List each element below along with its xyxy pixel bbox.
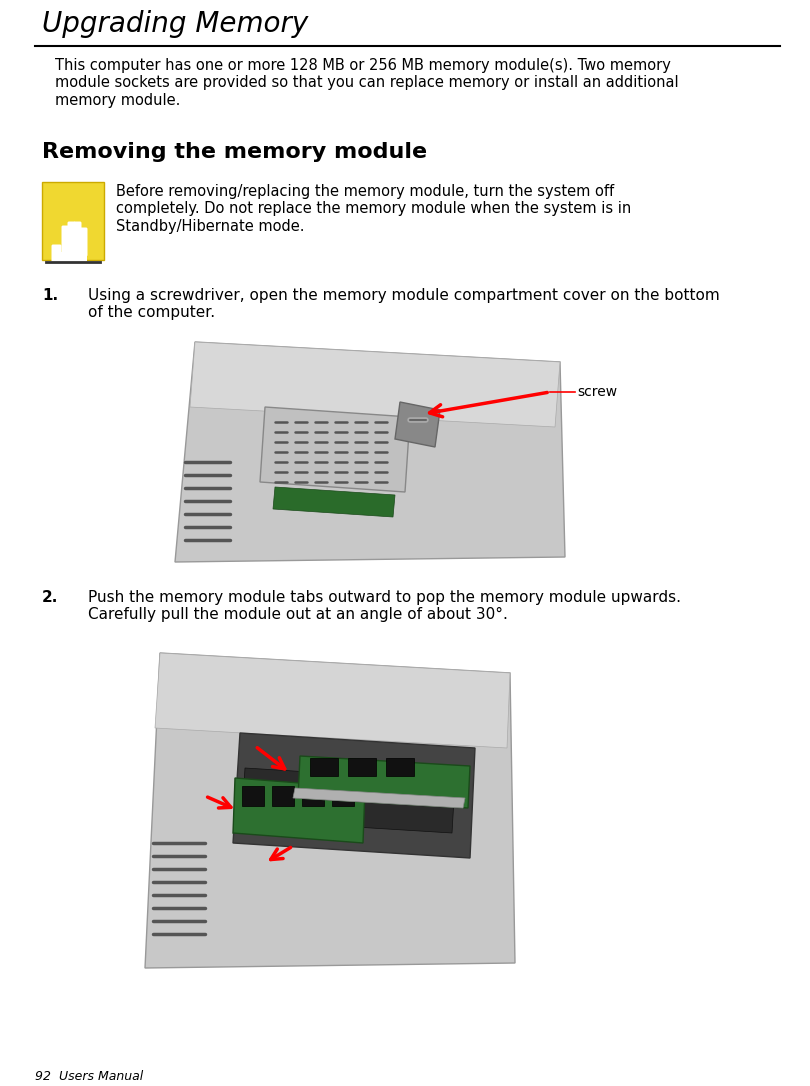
Bar bbox=[332, 786, 354, 806]
Polygon shape bbox=[175, 342, 565, 561]
Text: Removing the memory module: Removing the memory module bbox=[42, 142, 427, 162]
FancyBboxPatch shape bbox=[52, 244, 62, 267]
Text: This computer has one or more 128 MB or 256 MB memory module(s). Two memory
modu: This computer has one or more 128 MB or … bbox=[55, 58, 679, 108]
Text: 92  Users Manual: 92 Users Manual bbox=[35, 1070, 143, 1083]
Polygon shape bbox=[233, 733, 475, 858]
Text: Upgrading Memory: Upgrading Memory bbox=[42, 10, 309, 38]
Polygon shape bbox=[233, 778, 365, 843]
Text: 1.: 1. bbox=[42, 288, 58, 303]
Bar bbox=[242, 786, 264, 806]
FancyBboxPatch shape bbox=[67, 222, 75, 256]
Bar bbox=[302, 786, 324, 806]
Text: Before removing/replacing the memory module, turn the system off
completely. Do : Before removing/replacing the memory mod… bbox=[116, 184, 631, 233]
Polygon shape bbox=[395, 402, 440, 447]
FancyBboxPatch shape bbox=[74, 222, 82, 256]
Bar bbox=[386, 758, 414, 776]
FancyBboxPatch shape bbox=[79, 227, 87, 256]
Polygon shape bbox=[293, 788, 465, 808]
Text: Using a screwdriver, open the memory module compartment cover on the bottom
of t: Using a screwdriver, open the memory mod… bbox=[88, 288, 720, 320]
Polygon shape bbox=[155, 653, 510, 748]
Bar bbox=[348, 758, 376, 776]
Text: 2.: 2. bbox=[42, 590, 58, 605]
Polygon shape bbox=[190, 342, 560, 427]
Polygon shape bbox=[145, 653, 515, 968]
Bar bbox=[272, 786, 294, 806]
Polygon shape bbox=[242, 768, 455, 833]
Text: Push the memory module tabs outward to pop the memory module upwards.
Carefully : Push the memory module tabs outward to p… bbox=[88, 590, 681, 622]
Bar bbox=[310, 758, 338, 776]
Polygon shape bbox=[260, 407, 410, 492]
Polygon shape bbox=[273, 487, 395, 517]
Polygon shape bbox=[298, 756, 470, 808]
FancyBboxPatch shape bbox=[59, 252, 87, 276]
FancyBboxPatch shape bbox=[62, 226, 70, 256]
Bar bbox=[42, 182, 104, 260]
Text: screw: screw bbox=[577, 386, 617, 399]
